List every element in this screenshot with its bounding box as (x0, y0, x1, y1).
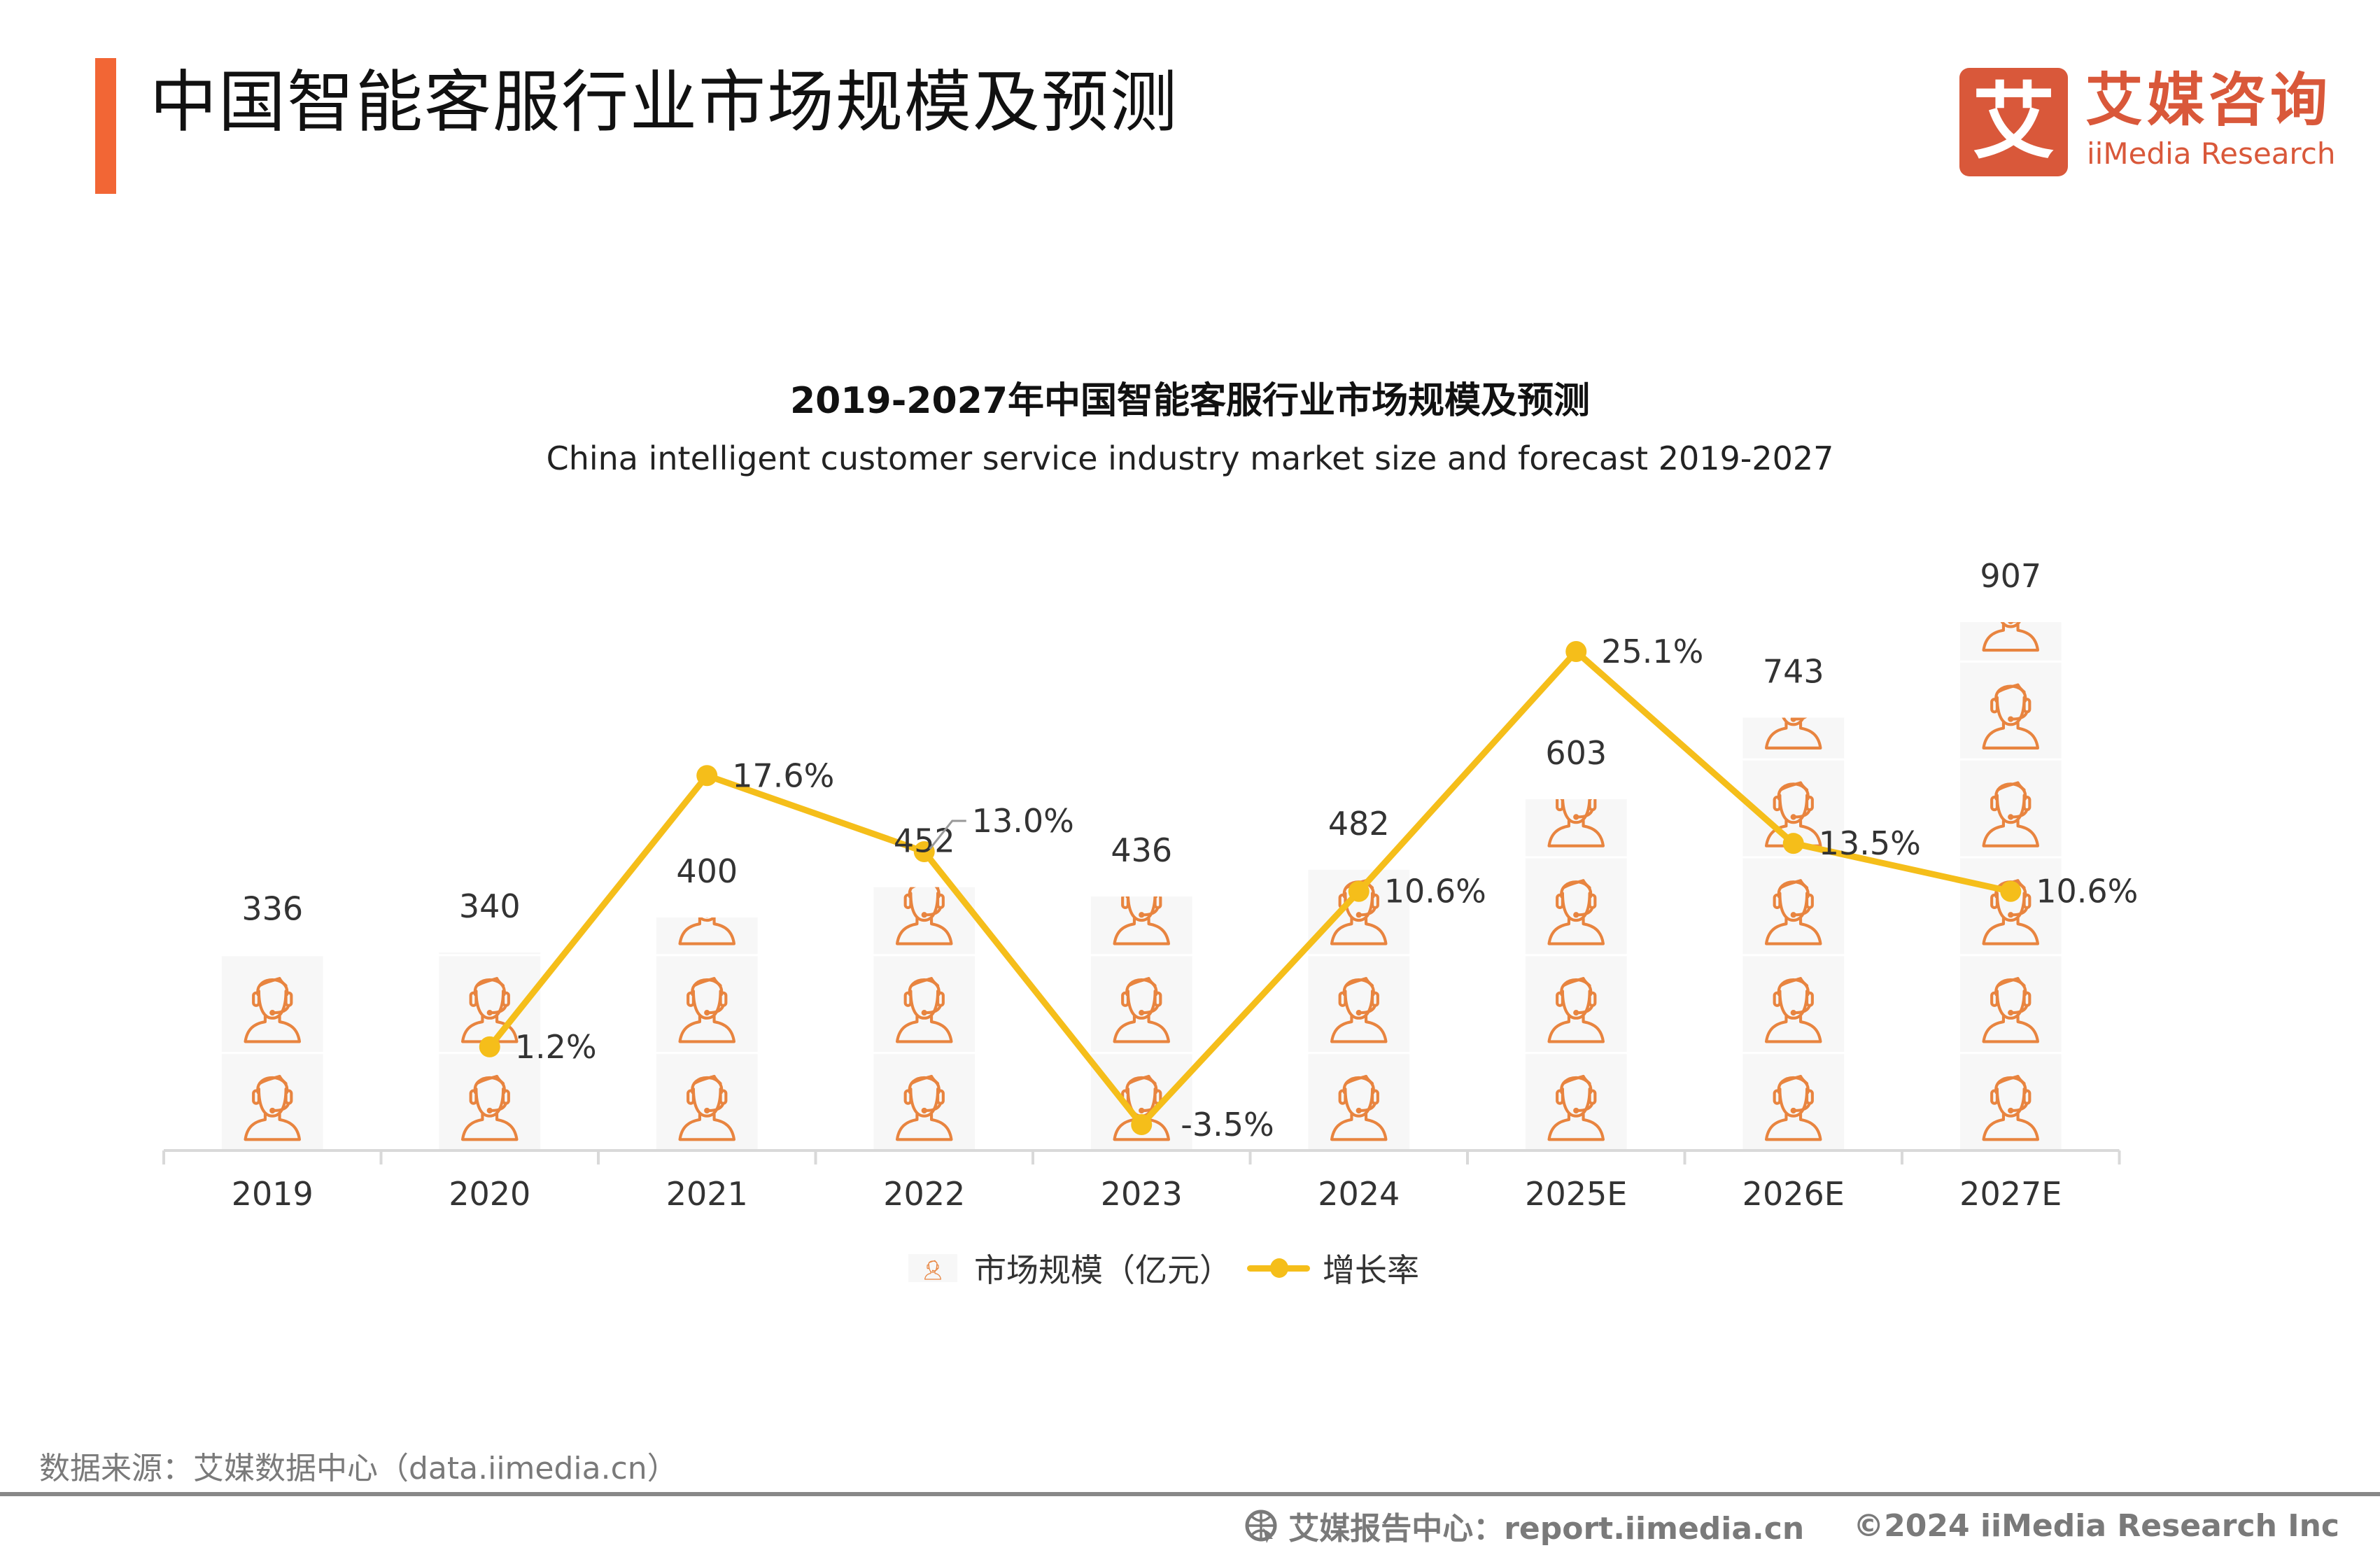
legend-item-growth-rate[interactable]: 增长率 (1247, 1245, 1419, 1291)
chart-title: 2019-2027年中国智能客服行业市场规模及预测 (789, 380, 1591, 422)
bar-tile (221, 956, 323, 1053)
x-tick-label: 2022 (883, 1175, 965, 1213)
report-center-link[interactable]: 艾媒报告中心：report.iimedia.cn (1288, 1511, 1805, 1547)
bar-tile (1959, 956, 2062, 1053)
growth-rate-point[interactable] (1565, 641, 1587, 662)
growth-rate-line (487, 648, 2012, 1128)
bar-tile (1959, 662, 2062, 759)
growth-rate-point[interactable] (2000, 880, 2022, 902)
footer: 艾媒报告中心：report.iimedia.cn ©2024 iiMedia R… (1244, 1503, 2339, 1548)
bar-tile (1959, 1054, 2062, 1150)
title-accent-bar (95, 58, 116, 194)
bar-tile (439, 1054, 541, 1150)
growth-rate-label: 1.2% (515, 1028, 597, 1066)
iimedia-logo: 艾 艾媒咨询 iiMedia Research (1959, 68, 2337, 176)
bar-value-label: 452 (894, 822, 955, 860)
bars-layer (221, 622, 2062, 1150)
bar-value-label: 603 (1545, 734, 1607, 772)
legend-item-market-size[interactable]: 市场规模（亿元） (908, 1245, 1232, 1291)
bar-tile (656, 917, 758, 955)
x-tick-label: 2024 (1318, 1175, 1400, 1213)
logo-mark-icon: 艾 (1959, 68, 2068, 176)
bar-2027E (1959, 622, 2062, 1150)
bar-value-label: 400 (676, 852, 738, 890)
bar-value-label: 336 (241, 889, 303, 927)
line-marker-icon (1247, 1254, 1310, 1282)
bar-2021 (656, 917, 758, 1150)
bar-tile (1090, 956, 1192, 1053)
bar-2026E (1742, 717, 1845, 1150)
bar-2019 (221, 956, 323, 1150)
footer-divider (0, 1492, 2380, 1496)
bar-tile (1742, 956, 1845, 1053)
bar-2025E (1525, 799, 1627, 1150)
legend-label-growth-rate: 增长率 (1323, 1251, 1419, 1289)
bar-tile (1742, 858, 1845, 955)
growth-rate-label: 10.6% (1384, 873, 1486, 910)
growth-rate-label: 13.0% (972, 802, 1074, 840)
bar-tile (1525, 956, 1627, 1053)
bar-2023 (1090, 896, 1192, 1150)
chart-subtitle: China intelligent customer service indus… (546, 439, 1834, 477)
logo-name-cn: 艾媒咨询 (2085, 67, 2332, 134)
bar-tile (873, 887, 976, 955)
x-tick-label: 2021 (666, 1175, 748, 1213)
growth-rate-point[interactable] (913, 841, 935, 862)
legend: 市场规模（亿元） 增长率 (908, 1247, 1435, 1289)
x-tick-label: 2025E (1525, 1175, 1627, 1213)
x-tick-label: 2026E (1742, 1175, 1845, 1213)
bar-tile (1959, 622, 2062, 661)
bar-value-label: 340 (459, 887, 521, 925)
growth-rate-point[interactable] (479, 1036, 500, 1057)
growth-rate-label: 10.6% (2036, 873, 2138, 910)
bar-tile (656, 956, 758, 1053)
growth-rate-label: 13.5% (1819, 824, 1921, 862)
bar-value-label: 907 (1980, 557, 2041, 595)
page-title: 中国智能客服行业市场规模及预测 (150, 63, 1178, 141)
label-leader-line (929, 819, 966, 850)
bar-tile (1959, 858, 2062, 955)
bar-tile (439, 952, 541, 955)
legend-label-market-size: 市场规模（亿元） (974, 1251, 1232, 1289)
x-axis: 2019 2020 2021 2022 2023 2024 2025E 2026E 2027E (162, 1149, 2121, 1213)
customer-service-agent-icon (908, 1254, 957, 1282)
x-tick-label: 2020 (449, 1175, 530, 1213)
logo-name-en: iiMedia Research (2087, 136, 2336, 171)
growth-rate-label: -3.5% (1181, 1106, 1274, 1144)
growth-line-layer (479, 641, 2022, 1135)
data-source: 数据来源：艾媒数据中心（data.iimedia.cn） (39, 1451, 678, 1486)
bar-tile (1090, 896, 1192, 955)
growth-rate-label: 17.6% (732, 757, 834, 794)
x-tick-label: 2019 (232, 1175, 314, 1213)
bar-2022 (873, 887, 976, 1150)
bar-tile (221, 1054, 323, 1150)
growth-rate-point[interactable] (1131, 1114, 1153, 1135)
globe-icon (1245, 1510, 1277, 1543)
growth-rate-point[interactable] (1348, 880, 1369, 902)
bar-tile (1525, 1054, 1627, 1150)
bar-value-label: 436 (1111, 831, 1172, 869)
growth-rate-point[interactable] (696, 765, 718, 787)
bar-tile (873, 956, 976, 1053)
bar-value-label: 743 (1763, 653, 1824, 691)
growth-rate-label: 25.1% (1601, 633, 1703, 670)
bar-tile (1090, 1054, 1192, 1150)
labels-layer: 336 340 400 452 436 482 603 743 907 1.2% 17.6% 13.0… (241, 557, 2138, 1144)
bar-tile (656, 1054, 758, 1150)
bar-tile (1959, 760, 2062, 857)
copyright: ©2024 iiMedia Research Inc (1853, 1507, 2339, 1544)
bar-2020 (439, 952, 541, 1150)
bar-tile (873, 1054, 976, 1150)
x-tick-label: 2027E (1959, 1175, 2062, 1213)
x-tick-label: 2023 (1101, 1175, 1183, 1213)
growth-rate-point[interactable] (1782, 833, 1804, 854)
bar-tile (1742, 1054, 1845, 1150)
bar-tile (1525, 799, 1627, 857)
bar-2024 (1308, 869, 1410, 1150)
bar-tile (1308, 956, 1410, 1053)
bar-tile (1525, 858, 1627, 955)
bar-value-label: 482 (1328, 805, 1390, 843)
bar-tile (1308, 1054, 1410, 1150)
